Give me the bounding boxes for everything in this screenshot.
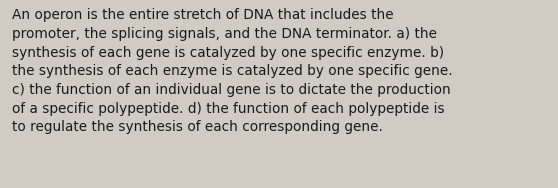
Text: An operon is the entire stretch of DNA that includes the
promoter, the splicing : An operon is the entire stretch of DNA t…: [12, 8, 453, 134]
